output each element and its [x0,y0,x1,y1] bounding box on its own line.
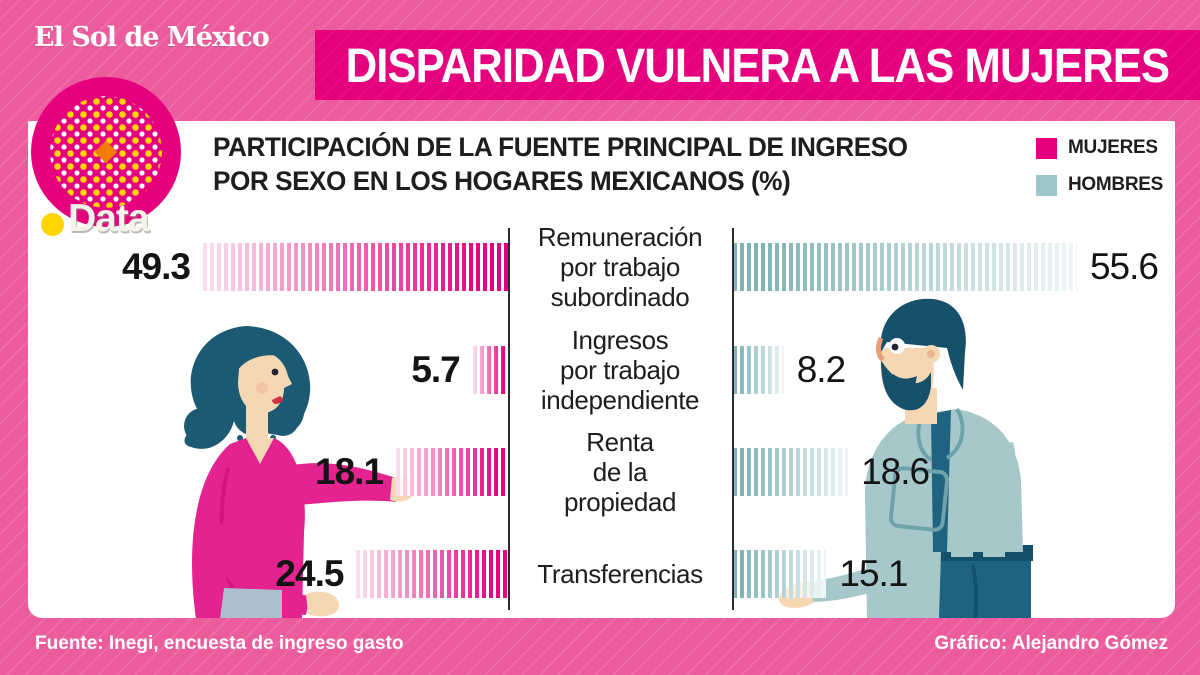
right-divider-line [732,228,734,610]
bar-hombres-4 [733,550,827,598]
category-label-3: Renta de la propiedad [563,427,677,517]
value-hombres-1: 55.6 [1089,246,1159,287]
value-mujeres-3: 18.1 [315,451,384,492]
bar-mujeres-4 [356,550,508,598]
source-credit: Fuente: Inegi, encuesta de ingreso gasto [35,633,404,654]
hombres-swatch-icon [1036,174,1057,196]
bar-mujeres-3 [396,448,508,496]
legend: MUJERES HOMBRES [1036,133,1163,207]
bar-mujeres-2 [472,346,508,394]
title-banner: DISPARIDAD VULNERA A LAS MUJERES [315,30,1200,100]
value-hombres-3: 18.6 [861,451,930,492]
page-title: DISPARIDAD VULNERA A LAS MUJERES [345,37,1170,93]
chart-title-line2: POR SEXO EN LOS HOGARES MEXICANOS (%) [213,166,791,196]
bar-mujeres-1 [203,243,508,291]
value-hombres-4: 15.1 [839,553,908,594]
value-mujeres-4: 24.5 [275,553,344,594]
data-brand-logo-icon [31,77,181,227]
legend-label: HOMBRES [1068,174,1164,195]
legend-label: MUJERES [1068,137,1158,158]
yellow-dot-icon [41,212,64,236]
legend-item-hombres: HOMBRES [1036,170,1163,200]
graphic-credit: Gráfico: Alejandro Gómez [934,633,1168,654]
bar-hombres-3 [733,448,849,496]
legend-item-mujeres: MUJERES [1036,133,1163,163]
category-label-4: Transferencias [537,559,703,589]
value-hombres-2: 8.2 [796,349,846,390]
value-mujeres-2: 5.7 [411,349,460,390]
man-illustration [778,298,1033,618]
chart-title: PARTICIPACIÓN DE LA FUENTE PRINCIPAL DE … [213,130,908,198]
brand-name: Data [68,197,150,240]
category-label-1: Remuneración por trabajo subordinado [537,222,703,312]
bar-hombres-1 [733,243,1077,291]
bar-hombres-2 [733,346,784,394]
chart-title-line1: PARTICIPACIÓN DE LA FUENTE PRINCIPAL DE … [213,132,908,162]
mujeres-swatch-icon [1036,137,1057,159]
newspaper-logo: El Sol de México [34,22,270,53]
left-divider-line [508,228,510,610]
value-mujeres-1: 49.3 [121,246,191,287]
chart-panel: PARTICIPACIÓN DE LA FUENTE PRINCIPAL DE … [28,121,1175,618]
data-brand-wordmark: Data [41,197,150,241]
woman-illustration [184,326,416,618]
category-label-2: Ingresos por trabajo independiente [540,325,700,415]
